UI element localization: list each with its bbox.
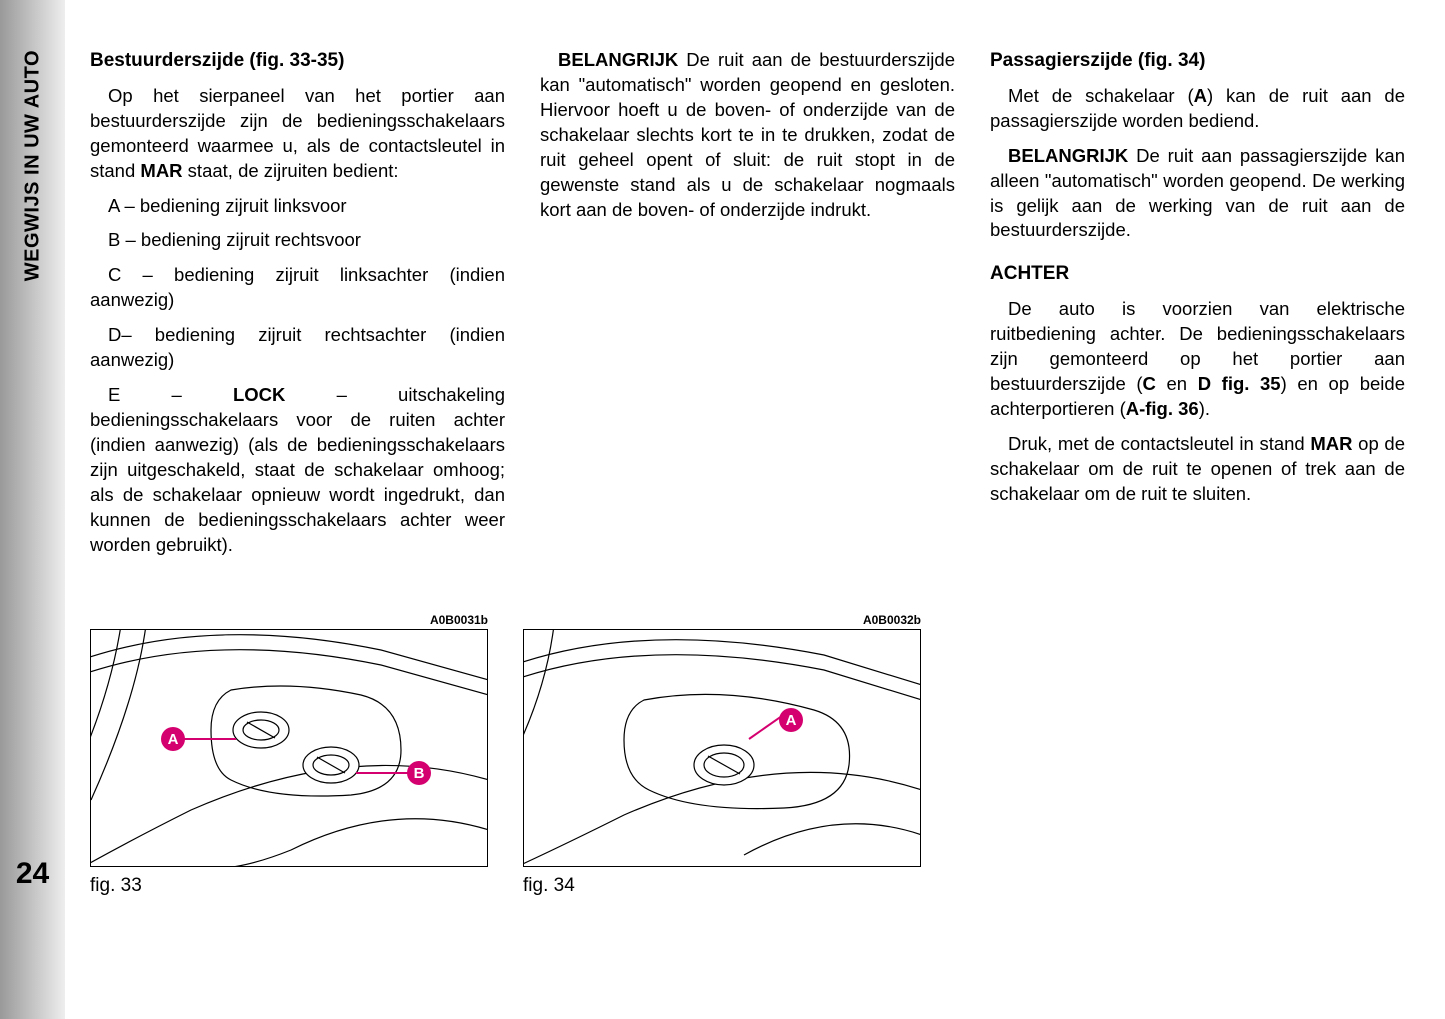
column-1: Bestuurderszijde (fig. 33-35) Op het sie… xyxy=(90,48,505,568)
text-bold: MAR xyxy=(1310,433,1352,454)
marker-B: B xyxy=(407,761,431,785)
col1-liD: D– bediening zijruit rechtsachter (indie… xyxy=(90,323,505,373)
fig34-code: A0B0032b xyxy=(523,613,921,627)
text-bold: BELANGRIJK xyxy=(558,49,678,70)
text-bold: A xyxy=(1194,85,1207,106)
col3-p3: De auto is voorzien van elektrische ruit… xyxy=(990,297,1405,422)
col3-heading1: Passagierszijde (fig. 34) xyxy=(990,48,1405,74)
col3-p1: Met de schakelaar (A) kan de ruit aan de… xyxy=(990,84,1405,134)
col3-p4: Druk, met de contactsleutel in stand MAR… xyxy=(990,432,1405,507)
text-bold: D fig. 35 xyxy=(1198,373,1281,394)
col1-liB: B – bediening zijruit rechtsvoor xyxy=(90,228,505,253)
fig33-code: A0B0031b xyxy=(90,613,488,627)
fig33-image: A B xyxy=(90,629,488,867)
side-tab-label: WEGWIJS IN UW AUTO xyxy=(21,50,44,281)
text-bold: A-fig. 36 xyxy=(1126,398,1199,419)
text: Druk, met de contactsleutel in stand xyxy=(1008,433,1310,454)
column-3: Passagierszijde (fig. 34) Met de schakel… xyxy=(990,48,1405,568)
page-content: Bestuurderszijde (fig. 33-35) Op het sie… xyxy=(65,0,1445,1019)
text-bold: LOCK xyxy=(233,384,285,405)
page-number: 24 xyxy=(16,857,49,891)
figure-33: A0B0031b xyxy=(90,613,488,897)
col1-heading: Bestuurderszijde (fig. 33-35) xyxy=(90,48,505,74)
col1-liC: C – bediening zijruit linksachter (indie… xyxy=(90,263,505,313)
door-panel-illustration xyxy=(524,630,921,867)
marker-A: A xyxy=(161,727,185,751)
col2-p1: BELANGRIJK De ruit aan de bestuurderszij… xyxy=(540,48,955,223)
column-2: BELANGRIJK De ruit aan de bestuurderszij… xyxy=(540,48,955,568)
figures-row: A0B0031b xyxy=(90,613,921,897)
col1-liA: A – bediening zijruit linksvoor xyxy=(90,194,505,219)
text: en xyxy=(1156,373,1198,394)
text: ). xyxy=(1199,398,1210,419)
door-panel-illustration xyxy=(91,630,488,867)
col3-p2: BELANGRIJK De ruit aan passagierszijde k… xyxy=(990,144,1405,244)
text: staat, de zijruiten bedient: xyxy=(183,160,399,181)
text: Met de schakelaar ( xyxy=(1008,85,1194,106)
fig34-caption: fig. 34 xyxy=(523,875,921,897)
text: – uitschakeling bedieningsschakelaars vo… xyxy=(90,384,505,555)
col1-liE: E – LOCK – uitschakeling bedieningsschak… xyxy=(90,383,505,558)
fig34-image: A xyxy=(523,629,921,867)
text: De ruit aan de bestuurderszijde kan "aut… xyxy=(540,49,955,220)
marker-line xyxy=(356,772,411,774)
col3-heading2: ACHTER xyxy=(990,261,1405,287)
marker-A: A xyxy=(779,708,803,732)
fig33-caption: fig. 33 xyxy=(90,875,488,897)
text-bold: C xyxy=(1143,373,1156,394)
text: E – xyxy=(108,384,233,405)
text-bold: MAR xyxy=(140,160,182,181)
col1-p1: Op het sierpaneel van het portier aan be… xyxy=(90,84,505,184)
figure-34: A0B0032b xyxy=(523,613,921,897)
side-tab: WEGWIJS IN UW AUTO 24 xyxy=(0,0,65,1019)
marker-line xyxy=(181,738,236,740)
text-bold: BELANGRIJK xyxy=(1008,145,1128,166)
